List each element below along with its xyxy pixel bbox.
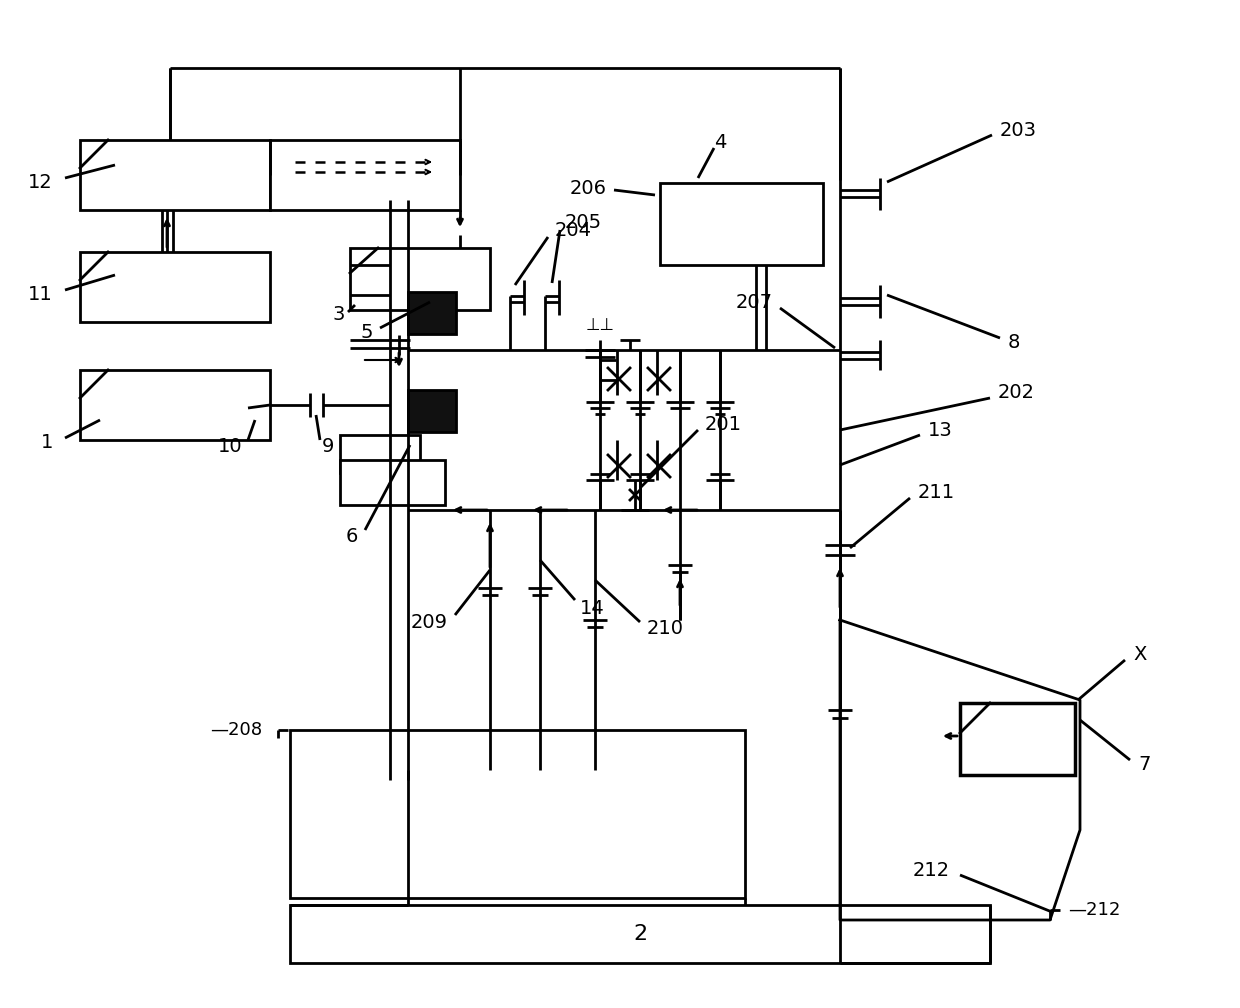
Text: 204: 204 xyxy=(556,221,591,240)
Text: X: X xyxy=(1133,644,1146,663)
Bar xyxy=(408,390,456,432)
Bar xyxy=(81,252,270,322)
Text: 201: 201 xyxy=(706,415,742,434)
Text: 206: 206 xyxy=(570,178,608,198)
Bar xyxy=(350,248,490,310)
Text: ⊥⊥: ⊥⊥ xyxy=(585,316,615,334)
Text: 3: 3 xyxy=(332,305,345,325)
Text: 211: 211 xyxy=(918,484,955,503)
Bar xyxy=(81,140,270,210)
Bar xyxy=(660,183,823,265)
Bar xyxy=(290,905,990,963)
Bar xyxy=(340,460,445,505)
Bar xyxy=(340,435,420,473)
Text: 205: 205 xyxy=(565,214,603,233)
Text: 209: 209 xyxy=(410,613,448,631)
Text: 1: 1 xyxy=(41,433,53,453)
Text: 8: 8 xyxy=(1008,334,1021,353)
Text: —208: —208 xyxy=(210,721,262,739)
Text: 13: 13 xyxy=(928,420,952,439)
Text: 10: 10 xyxy=(218,437,243,457)
Text: 2: 2 xyxy=(632,924,647,944)
Text: 212: 212 xyxy=(913,861,950,880)
Text: —212: —212 xyxy=(1068,901,1121,919)
Text: 12: 12 xyxy=(29,173,53,193)
Text: 6: 6 xyxy=(346,527,358,546)
Bar xyxy=(408,292,456,334)
Bar xyxy=(270,140,460,210)
Text: 5: 5 xyxy=(361,324,373,343)
Text: 210: 210 xyxy=(647,619,684,637)
Text: 11: 11 xyxy=(29,285,53,304)
Bar xyxy=(290,730,745,898)
Text: 202: 202 xyxy=(998,383,1035,402)
Bar xyxy=(81,370,270,440)
Text: 14: 14 xyxy=(580,599,605,618)
Text: 9: 9 xyxy=(322,437,335,457)
Text: 7: 7 xyxy=(1138,756,1151,774)
Text: 4: 4 xyxy=(714,132,727,151)
Text: 207: 207 xyxy=(737,293,773,312)
Bar xyxy=(960,703,1075,775)
Text: 203: 203 xyxy=(999,121,1037,139)
